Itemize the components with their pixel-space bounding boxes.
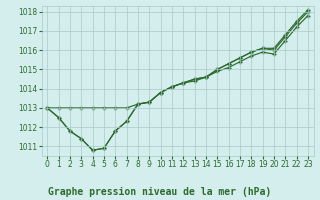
Text: Graphe pression niveau de la mer (hPa): Graphe pression niveau de la mer (hPa) bbox=[48, 187, 272, 197]
